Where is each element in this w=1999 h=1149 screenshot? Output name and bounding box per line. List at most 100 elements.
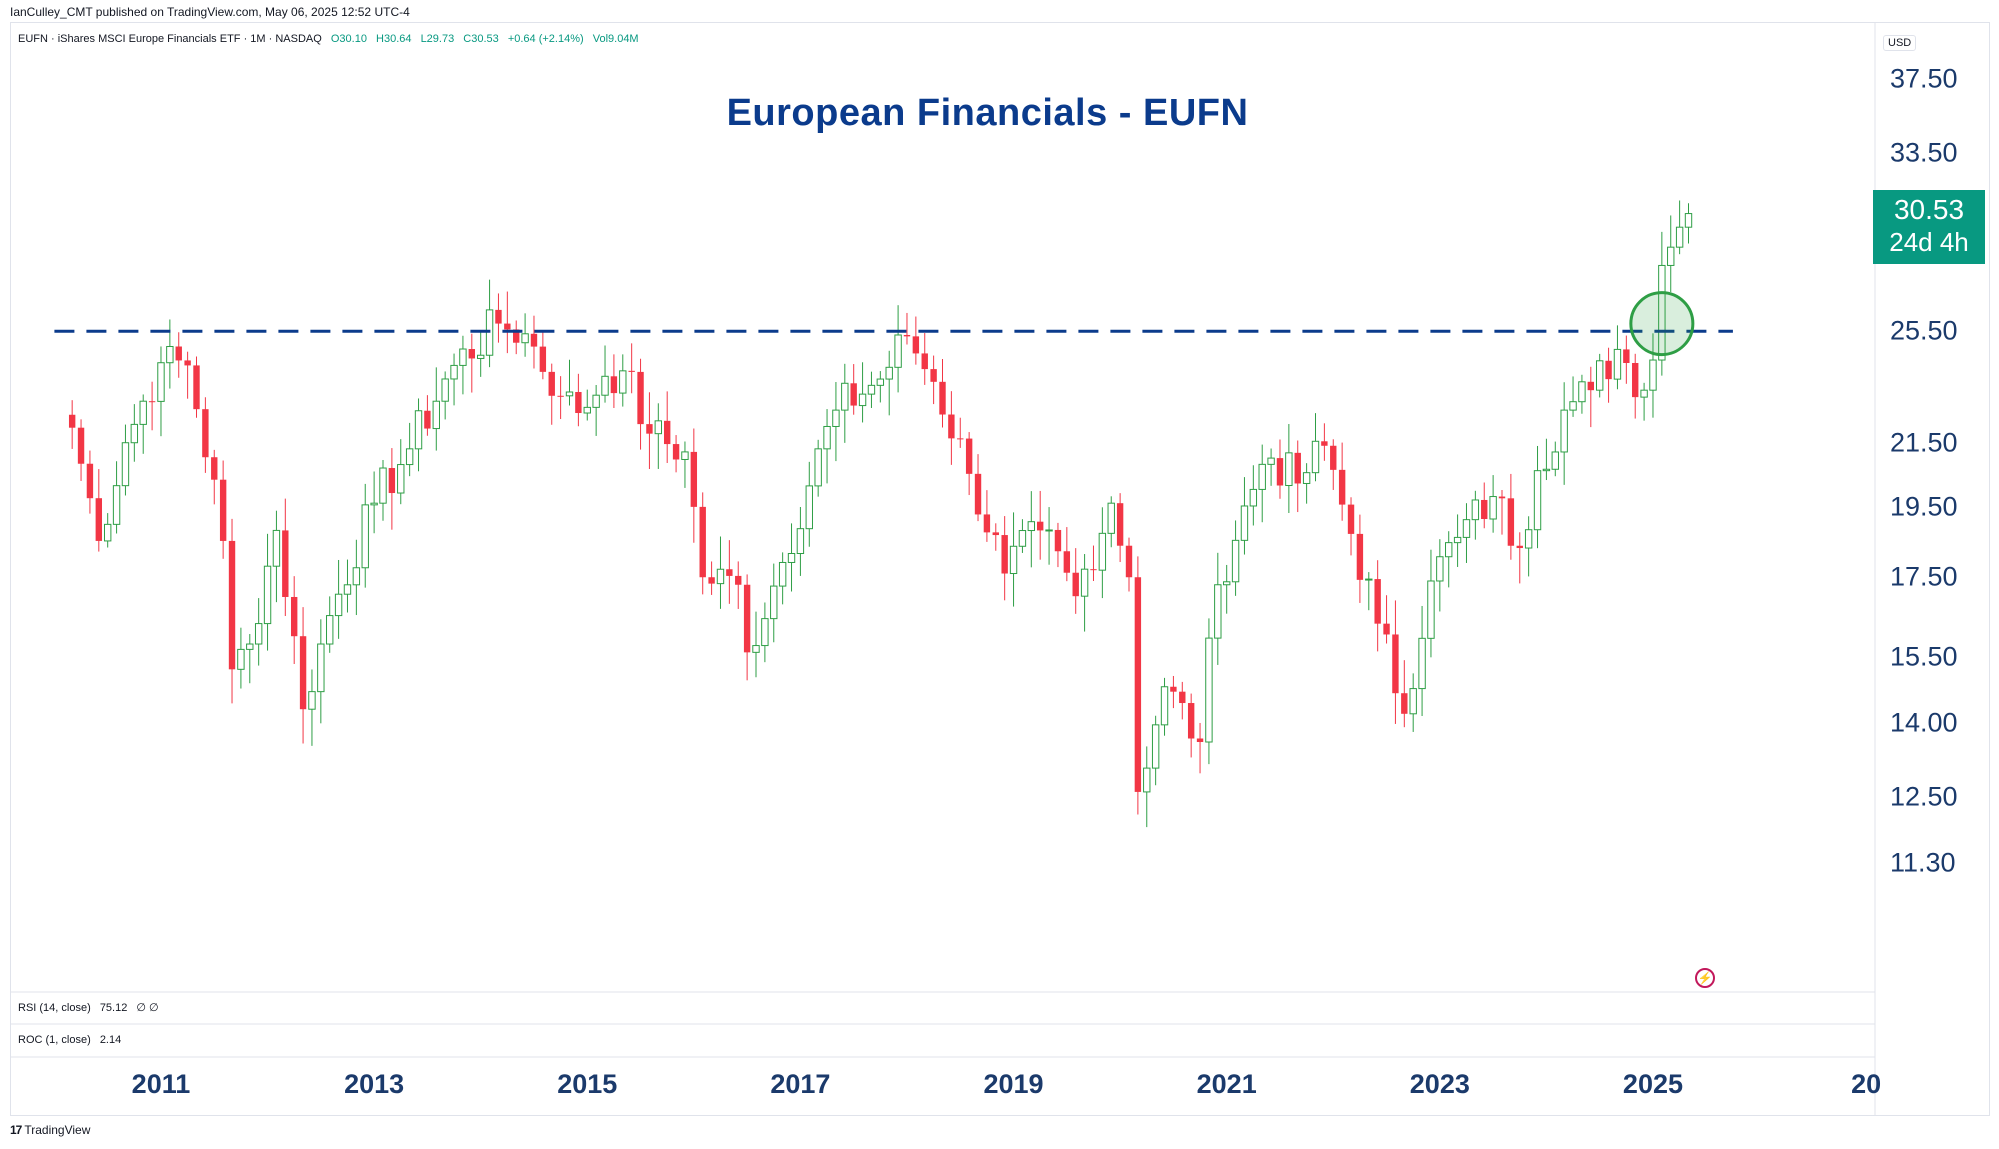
candle-body-down [175,346,182,361]
low-value: L29.73 [420,33,455,45]
candle-body-down [1481,499,1488,520]
candle-body-down [1179,691,1186,704]
candle-body-up [414,410,423,450]
candle-body-up [397,464,405,494]
candle-body-up [1684,213,1693,228]
candle-body-down [193,365,200,410]
tradingview-logo-icon: 17 [10,1123,22,1137]
candle-body-down [1330,445,1337,470]
last-price-badge: 30.53 24d 4h [1873,190,1985,264]
candle-body-down [1507,498,1515,546]
candle-body-down [663,420,671,445]
symbol-description[interactable]: EUFN · iShares MSCI Europe Financials ET… [18,33,322,45]
candle-body-up [263,565,272,625]
candle-body-up [459,348,467,366]
candle-body-down [1187,703,1195,739]
candle-body-down [930,369,937,382]
rsi-value: 75.12 [99,1002,128,1014]
candle-body-up [1667,246,1675,266]
candle-body-up [1098,532,1107,571]
candle-body-down [548,371,555,396]
volume-value: Vol9.04M [592,33,639,45]
candle-body-up [370,502,378,506]
candle-body-up [770,585,778,620]
candle-body-up [1107,502,1115,534]
candle-body-down [1587,381,1595,391]
candle-body-down [850,383,857,406]
flash-icon[interactable]: ⚡ [1695,968,1715,988]
candle-body-up [308,691,316,710]
publisher-line: IanCulley_CMT published on TradingView.c… [10,5,410,19]
branding-label: TradingView [24,1123,91,1137]
candle-body-up [476,354,485,359]
candle-body-down [1170,686,1177,692]
time-tick-label: 2025 [1622,1069,1684,1099]
candle-body-up [103,523,112,542]
candle-body-up [601,375,609,396]
candle-body-up [787,553,796,563]
roc-label: ROC (1, close) [18,1034,91,1046]
change-value: +0.64 (+2.14%) [507,33,584,45]
candle-body-down [1516,545,1523,549]
candle-body-down [1072,572,1079,597]
candle-body-up [1578,381,1586,403]
candle-body-up [1231,539,1240,583]
candle-body-up [521,333,529,344]
candle-body-up [1489,496,1497,520]
candle-body-down [219,479,227,541]
candle-body-up [1267,457,1275,465]
candle-body-up [654,420,663,435]
candle-body-down [1605,360,1612,380]
time-tick-label: 20 [1851,1069,1882,1099]
candle-body-down [211,457,218,480]
candle-body-down [672,444,680,460]
candle-body-down [974,473,982,515]
currency-label[interactable]: USD [1883,35,1917,51]
candle-body-up [1418,637,1426,690]
candle-body-up [1569,401,1577,411]
candle-body-up [867,384,876,395]
candle-body-up [1542,468,1551,472]
symbol-legend: EUFN · iShares MSCI Europe Financials ET… [18,33,639,45]
roc-legend[interactable]: ROC (1, close) 2.14 [18,1034,121,1046]
rsi-legend[interactable]: RSI (14, close) 75.12 ∅ ∅ [18,1001,159,1014]
candle-body-down [1054,529,1062,552]
candle-body-down [637,371,644,425]
candle-body-up [1675,226,1684,248]
candle-body-up [805,485,813,530]
tradingview-logo[interactable]: 17 TradingView [10,1123,90,1137]
candle-body-down [1623,349,1630,363]
candle-body-up [752,645,760,653]
candle-body-down [983,514,991,533]
candle-body-up [885,366,893,380]
candle-body-up [1445,542,1453,558]
candle-body-up [1080,568,1089,597]
open-value: O30.10 [330,33,367,45]
candle-body-up [343,584,352,595]
candle-body-up [352,567,361,586]
candle-body-up [1533,470,1542,531]
price-tick-label: 33.50 [1890,137,1958,168]
candle-body-up [1613,348,1622,380]
candle-body-down [148,401,156,403]
candle-body-up [1436,556,1444,582]
candle-body-up [796,528,805,555]
price-tick-label: 17.50 [1890,561,1958,592]
candle-body-up [841,382,849,411]
candle-body-down [939,381,946,415]
breakout-highlight-circle [1629,291,1695,357]
candle-body-up [1214,584,1222,639]
candle-body-down [184,360,191,366]
price-tick-label: 19.50 [1890,491,1958,522]
chart-frame [10,22,1990,1116]
candle-body-down [1276,458,1284,486]
candle-body-down [1401,693,1408,714]
chart-title: European Financials - EUFN [726,92,1249,134]
candle-body-up [565,391,574,397]
candle-body-down [708,577,715,584]
price-tick-label: 15.50 [1890,641,1958,672]
candle-body-down [95,498,103,541]
candle-body-up [1453,536,1462,544]
candle-body-up [432,400,440,430]
